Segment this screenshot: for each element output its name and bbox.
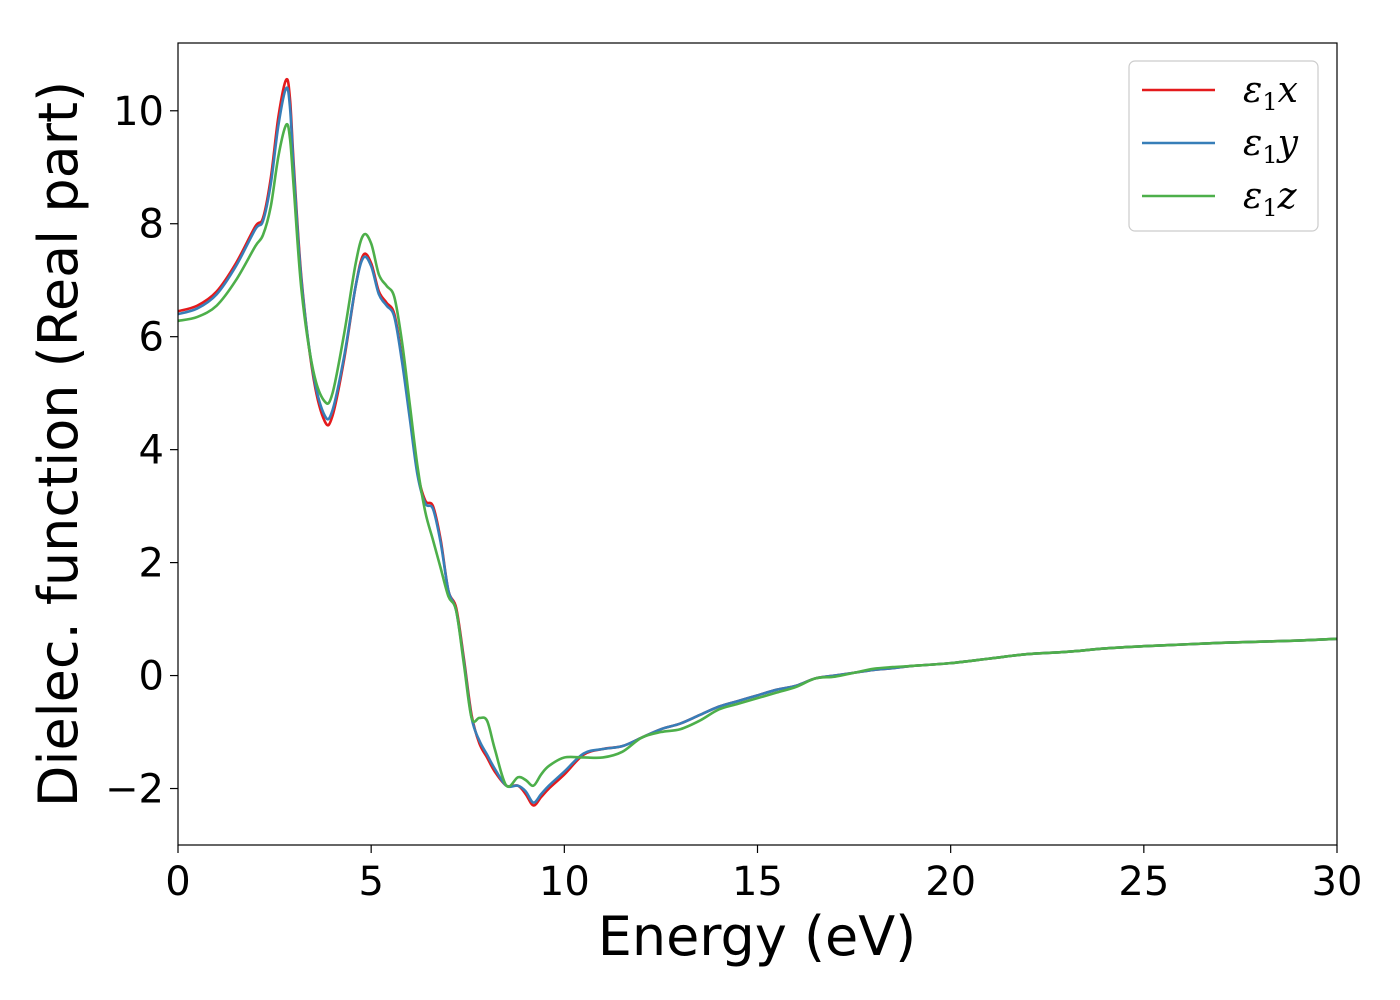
y-tick-label: −2 xyxy=(105,767,164,813)
x-tick-label: 25 xyxy=(1118,859,1169,905)
x-tick-label: 30 xyxy=(1312,859,1363,905)
x-tick-label: 15 xyxy=(732,859,783,905)
legend: ε1x ε1y ε1z xyxy=(1128,60,1319,232)
x-tick-label: 5 xyxy=(358,859,383,905)
legend-box xyxy=(1128,60,1319,232)
y-axis-label: Dielec. function (Real part) xyxy=(27,81,90,807)
y-tick-label: 6 xyxy=(139,315,164,361)
y-tick-label: 10 xyxy=(113,89,164,135)
x-tick-label: 20 xyxy=(925,859,976,905)
legend-label-z: ε1z xyxy=(1243,176,1298,222)
y-tick-label: 0 xyxy=(139,654,164,700)
y-tick-label: 2 xyxy=(139,541,164,587)
x-axis: 0 5 10 15 20 25 30 xyxy=(165,845,1362,905)
x-tick-label: 10 xyxy=(539,859,590,905)
x-tick-label: 0 xyxy=(165,859,190,905)
y-axis: −2 0 2 4 6 8 10 xyxy=(105,89,178,813)
series-line-z xyxy=(178,122,1337,789)
series-layer xyxy=(178,77,1337,807)
legend-label-y: ε1y xyxy=(1243,123,1299,169)
y-tick-label: 4 xyxy=(139,428,164,474)
y-tick-label: 8 xyxy=(139,202,164,248)
legend-label-x: ε1x xyxy=(1243,70,1298,116)
x-axis-label: Energy (eV) xyxy=(598,905,917,968)
